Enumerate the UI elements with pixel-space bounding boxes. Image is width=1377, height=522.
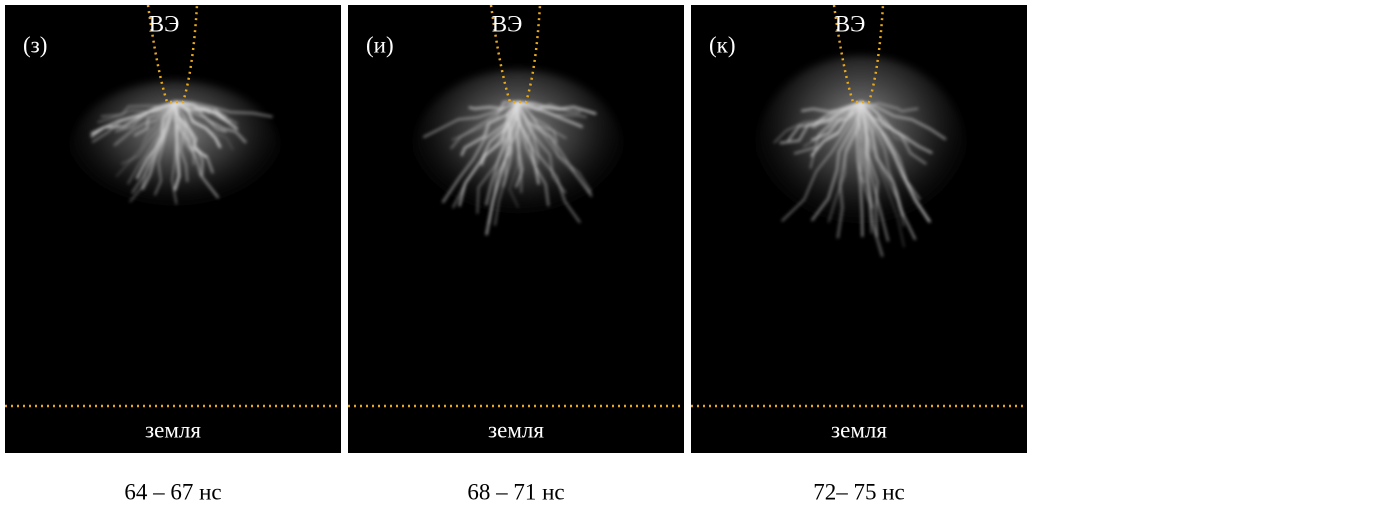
branch [517,101,566,111]
branch [442,100,520,203]
branch [509,101,520,208]
caption: 72– 75 нс [813,479,905,504]
branch [517,101,593,197]
discharge-branches [423,100,597,236]
branch [115,101,176,132]
discharge-glow [413,69,623,235]
branch [517,101,581,223]
discharge-glow [756,55,966,249]
electrode-label: ВЭ [149,11,180,36]
ground-label: земля [145,417,201,442]
branch [452,101,519,209]
electrode-label: ВЭ [835,11,866,36]
branch [859,100,931,223]
branch [856,101,864,237]
branch [174,101,234,151]
branch [97,101,176,123]
discharge-branches [773,100,947,257]
branch [90,101,176,135]
branch [173,100,181,191]
branch [810,101,862,169]
branch [423,101,519,138]
electrode-outline [489,4,542,104]
branch [468,100,520,110]
ground-label: земля [488,417,544,442]
branch [860,101,905,218]
electrode-outline [146,4,199,104]
branch [516,100,597,115]
panel: (з) ВЭ земля [5,4,341,453]
panel: (к) ВЭ земля [691,4,1027,453]
branch [516,100,550,207]
branch [859,100,874,209]
branch [781,101,862,222]
panel-label: (з) [23,32,47,57]
branch [113,100,177,147]
branch [779,100,863,145]
discharge-branches [90,100,273,205]
branch [517,101,558,143]
branch [517,101,566,194]
branch [173,100,247,144]
branch [860,101,916,240]
branch [860,101,947,140]
electrode-label: ВЭ [492,11,523,36]
branch [859,100,890,242]
branch [121,101,176,165]
caption: 64 – 67 нс [124,479,221,504]
branch [859,101,872,234]
panel-label: (к) [709,32,736,57]
branch [174,101,214,174]
discharge-glow [70,80,280,224]
branch [801,100,863,113]
branch [141,100,177,190]
branch [460,100,520,157]
panel-label: (и) [366,32,394,57]
branch [115,101,176,177]
branch [517,101,588,118]
branch [451,101,519,141]
panel-image [5,5,341,453]
panel: (и) ВЭ земля [348,4,684,453]
branch [860,101,909,139]
branch [173,101,189,183]
caption: 68 – 71 нс [467,479,564,504]
branch [811,100,863,221]
ground-label: земля [831,417,887,442]
electrode-outline [832,4,885,104]
branch [173,100,227,122]
